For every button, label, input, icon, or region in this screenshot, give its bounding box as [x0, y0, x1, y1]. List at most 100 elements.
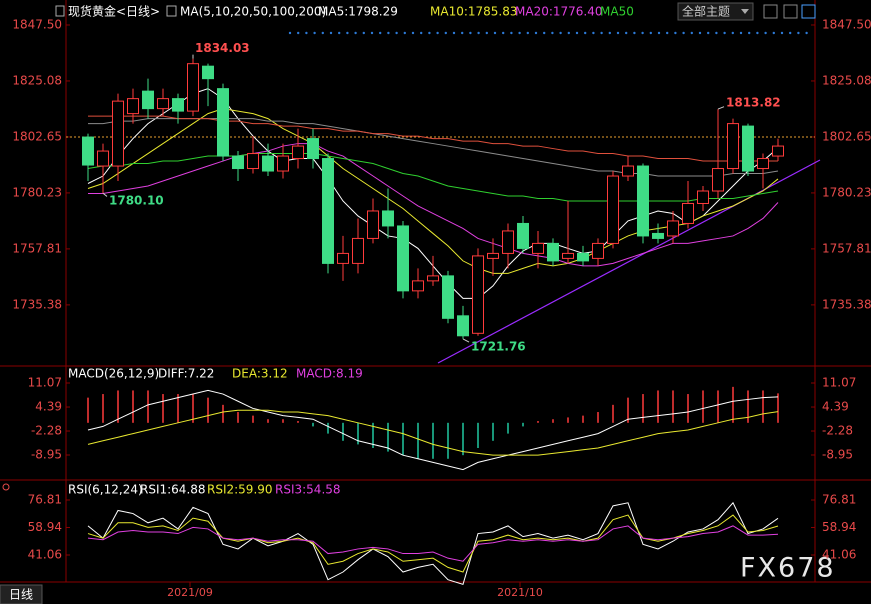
- dot: [780, 31, 784, 35]
- dot: [789, 31, 792, 35]
- candle-body: [292, 145, 304, 160]
- y-tick-label: 1757.81: [12, 241, 62, 255]
- period-label: 日线: [9, 588, 33, 602]
- candle-body: [517, 222, 529, 249]
- chart-title: 现货黄金<日线>: [68, 4, 160, 19]
- series-line: [87, 514, 779, 573]
- candle-body: [157, 98, 169, 110]
- tool-icon[interactable]: [783, 4, 798, 19]
- y-tick-label: 76.81: [822, 492, 856, 506]
- candle-body: [172, 98, 184, 112]
- dot: [313, 31, 316, 35]
- candle-body: [397, 225, 409, 292]
- candle-body: [262, 155, 274, 172]
- dot: [362, 31, 365, 35]
- candle-body: [202, 65, 214, 80]
- y-tick-label: 1825.08: [12, 73, 62, 87]
- series-line: [87, 389, 779, 471]
- dot: [436, 31, 439, 35]
- legend-entry: DIFF:7.22: [158, 367, 214, 381]
- candle-body: [322, 158, 334, 264]
- dot: [444, 31, 447, 35]
- legend-entry: MA50: [600, 5, 634, 19]
- series-line: [87, 525, 779, 562]
- y-tick-label: -8.95: [822, 448, 853, 462]
- y-tick-label: -8.95: [31, 448, 62, 462]
- series-line: [87, 409, 779, 456]
- dot: [502, 31, 505, 35]
- dot: [756, 31, 759, 35]
- y-tick-label: 4.39: [822, 400, 849, 414]
- legend-entry: MA5:1798.29: [318, 5, 398, 19]
- dot: [461, 31, 464, 35]
- dot: [338, 31, 341, 35]
- candle-body: [772, 145, 784, 157]
- dot: [805, 31, 808, 35]
- period-button[interactable]: [0, 584, 43, 604]
- dot: [485, 31, 488, 35]
- candle-body: [97, 150, 109, 167]
- tool-icon[interactable]: [801, 4, 816, 19]
- dot: [575, 31, 579, 35]
- dot: [297, 31, 300, 35]
- y-tick-label: 1847.50: [822, 17, 871, 31]
- dot: [346, 31, 349, 35]
- series-line: [88, 143, 779, 267]
- dot: [526, 31, 529, 35]
- legend-entry: RSI2:59.90: [207, 483, 273, 497]
- dot: [657, 31, 661, 35]
- theme-menu[interactable]: [677, 2, 754, 21]
- candle-body: [277, 155, 289, 172]
- y-tick-label: 1802.65: [822, 129, 871, 143]
- y-tick-label: -2.28: [822, 424, 853, 438]
- dot: [772, 31, 775, 35]
- dot: [551, 31, 554, 35]
- dot: [641, 31, 644, 35]
- legend-entry: RSI3:54.58: [275, 483, 341, 497]
- legend-entry: MA20:1776.40: [515, 5, 603, 19]
- candle-body: [142, 90, 154, 110]
- legend-entry: MA10:1785.83: [430, 5, 518, 19]
- candle-body: [697, 190, 709, 204]
- dot: [797, 31, 800, 35]
- y-tick-label: 1780.23: [822, 185, 871, 199]
- annotation: 1834.03: [195, 41, 250, 55]
- candle-body: [622, 165, 634, 177]
- dot: [543, 31, 546, 35]
- y-tick-label: 1780.23: [12, 185, 62, 199]
- dot: [584, 31, 587, 35]
- symbol-icon: [55, 5, 65, 17]
- candle-body: [547, 242, 559, 262]
- candle-body: [487, 252, 499, 259]
- candle-body: [352, 237, 364, 264]
- candle-body: [532, 242, 544, 254]
- y-tick-label: 1847.50: [12, 17, 62, 31]
- dot: [559, 31, 562, 35]
- annotation-leader: [717, 106, 725, 110]
- candle-body: [712, 168, 724, 192]
- dot: [715, 31, 718, 35]
- panel-title: RSI(6,12,24): [68, 483, 143, 497]
- dot: [674, 31, 677, 35]
- dot: [633, 31, 636, 35]
- candle-body: [682, 202, 694, 224]
- y-tick-label: 41.06: [28, 547, 62, 561]
- tool-icon[interactable]: [763, 4, 778, 19]
- candle-body: [82, 136, 94, 166]
- indicator-dots: [288, 31, 808, 35]
- dot: [690, 31, 693, 35]
- settings-icon[interactable]: [2, 483, 10, 491]
- dot: [625, 31, 628, 35]
- y-tick-label: 1825.08: [822, 73, 871, 87]
- dot: [379, 31, 382, 35]
- y-tick-label: 58.94: [28, 520, 62, 534]
- dot: [420, 31, 423, 35]
- candle-body: [232, 155, 244, 170]
- dot: [698, 31, 702, 35]
- theme-menu-label: 全部主题: [682, 4, 730, 19]
- candle-body: [337, 252, 349, 264]
- candle-body: [217, 88, 229, 157]
- y-tick-label: 1757.81: [822, 241, 871, 255]
